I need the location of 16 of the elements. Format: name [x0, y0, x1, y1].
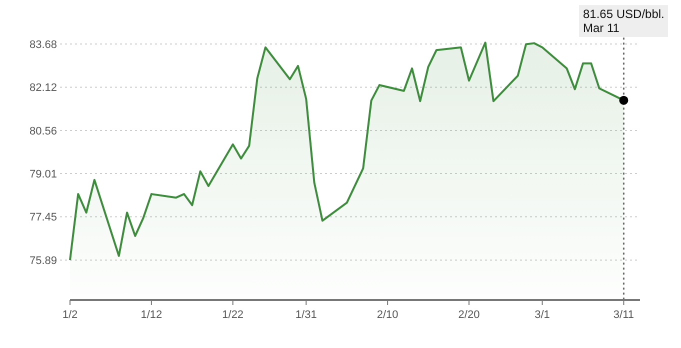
- x-tick-label: 3/11: [613, 309, 634, 321]
- x-tick-label: 1/2: [62, 309, 78, 321]
- y-tick-label: 77.45: [29, 212, 57, 224]
- x-tick-label: 2/20: [458, 309, 480, 321]
- y-tick-label: 83.68: [29, 38, 57, 51]
- x-tick-label: 1/22: [222, 309, 244, 321]
- y-tick-label: 80.56: [29, 125, 57, 138]
- annotation: Mar 11: [583, 21, 620, 35]
- x-tick-label: 1/12: [140, 309, 162, 321]
- x-tick-label: 3/1: [534, 309, 550, 321]
- y-tick-label: 75.89: [29, 254, 57, 267]
- y-tick-label: 82.12: [29, 82, 57, 94]
- text: 81.65 USD/bbl.: [583, 7, 664, 21]
- x-tick-label: 1/31: [295, 309, 317, 321]
- x-tick-label: 2/10: [376, 309, 398, 321]
- y-tick-label: 79.01: [29, 168, 57, 180]
